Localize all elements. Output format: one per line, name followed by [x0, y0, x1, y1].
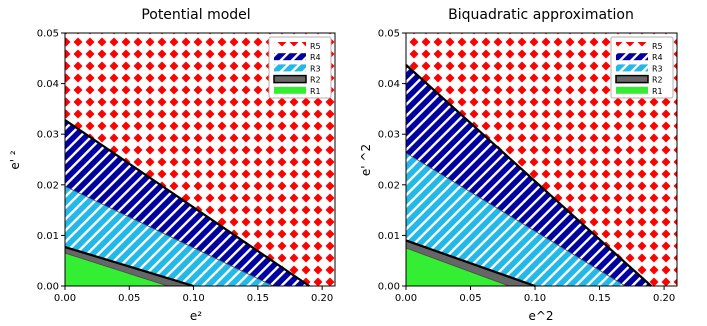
- legend-label: R3: [652, 64, 663, 73]
- y-axis-ticks: 0.00 0.01 0.02 0.03 0.04 0.05: [378, 29, 406, 293]
- x-axis-ticks: 0.00 0.05 0.10 0.15 0.20: [54, 286, 333, 304]
- boundary-layer: [64, 119, 310, 288]
- x-tick-label: 0.15: [247, 293, 269, 304]
- legend-swatch-r5: [274, 42, 306, 49]
- y-tick-label: 0.05: [378, 29, 400, 40]
- legend: R5 R4 R3 R2 R1: [268, 36, 332, 99]
- legend-label: R4: [652, 53, 663, 62]
- y-tick-label: 0.04: [378, 79, 400, 90]
- legend-swatch-r5: [616, 42, 648, 49]
- legend-swatch-r3: [616, 64, 648, 72]
- x-axis-label: e²: [190, 309, 202, 323]
- x-tick-label: 0.10: [524, 293, 546, 304]
- boundary-line-r3: [64, 185, 274, 287]
- x-tick-label: 0.10: [182, 293, 204, 304]
- legend-label: R1: [652, 87, 663, 96]
- x-axis-ticks: 0.00 0.05 0.10 0.15 0.20: [395, 286, 675, 304]
- boundary-layer: [405, 64, 652, 288]
- y-tick-label: 0.01: [37, 231, 59, 242]
- y-axis-label: e' ²: [8, 150, 22, 169]
- legend-label: R4: [310, 53, 321, 62]
- y-tick-label: 0.00: [378, 282, 400, 293]
- legend-label: R1: [310, 87, 321, 96]
- legend-swatch-r4: [274, 53, 306, 61]
- legend-label: R2: [310, 76, 321, 85]
- x-tick-label: 0.20: [653, 293, 675, 304]
- legend-label: R5: [652, 42, 663, 51]
- x-tick-label: 0.05: [459, 293, 481, 304]
- legend-swatch-r4: [616, 53, 648, 61]
- legend-swatch-r2: [615, 74, 649, 84]
- x-tick-label: 0.20: [311, 293, 333, 304]
- y-tick-label: 0.02: [37, 180, 59, 191]
- boundary-line-r2: [64, 245, 194, 288]
- legend-swatch-r2: [273, 74, 307, 84]
- legend-label: R2: [652, 76, 663, 85]
- x-tick-label: 0.15: [588, 293, 610, 304]
- x-tick-label: 0.00: [54, 293, 76, 304]
- plot-frame: [64, 32, 336, 287]
- boundary-line-r1: [64, 252, 168, 287]
- chart-title: Biquadratic approximation: [448, 7, 634, 23]
- plot-frame: [405, 32, 678, 287]
- boundary-line-r4: [405, 64, 652, 287]
- y-tick-label: 0.03: [378, 130, 400, 141]
- y-axis-label: e' ^2: [359, 144, 373, 176]
- y-tick-label: 0.04: [37, 79, 59, 90]
- y-tick-label: 0.03: [37, 130, 59, 141]
- y-axis-ticks: 0.00 0.01 0.02 0.03 0.04 0.05: [37, 29, 65, 293]
- legend-label: R5: [310, 42, 321, 51]
- x-axis-label: e^2: [528, 309, 553, 323]
- y-tick-label: 0.00: [37, 282, 59, 293]
- legend: R5 R4 R3 R2 R1: [610, 36, 674, 99]
- legend-swatch-r1: [616, 86, 648, 94]
- y-tick-label: 0.02: [378, 180, 400, 191]
- x-tick-label: 0.05: [118, 293, 140, 304]
- legend-swatch-r3: [274, 64, 306, 72]
- boundary-line-r4: [64, 119, 310, 287]
- chart-potential-model: Potential model 0.00 0.05 0.10 0.15 0.20 0.0…: [8, 7, 336, 323]
- chart-title: Potential model: [141, 7, 250, 23]
- chart-biquadratic-approximation: Biquadratic approximation 0.00 0.05 0.10 0.…: [359, 7, 678, 323]
- boundary-line-r2: [405, 239, 536, 288]
- legend-label: R3: [310, 64, 321, 73]
- legend-swatch-r1: [274, 86, 306, 94]
- y-tick-label: 0.01: [378, 231, 400, 242]
- y-tick-label: 0.05: [37, 29, 59, 40]
- boundary-line-r1: [405, 247, 510, 287]
- boundary-line-r3: [405, 152, 626, 287]
- x-tick-label: 0.00: [395, 293, 417, 304]
